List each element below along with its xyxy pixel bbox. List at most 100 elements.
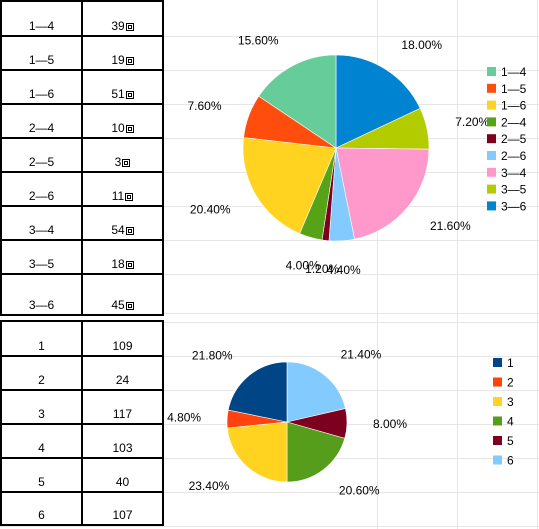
row-value-cell[interactable]: 39 — [81, 0, 164, 37]
legend-swatch — [493, 416, 502, 426]
legend-swatch — [487, 184, 496, 194]
data-label: 7.20% — [455, 115, 489, 129]
row-value: 45 — [111, 298, 125, 312]
pair-count-table: 1—4 39 1—5 19 1—6 51 2—4 10 2—5 3 2—6 11 3—4 54 3—5 18 3… — [0, 0, 164, 316]
legend-label: 1 — [507, 356, 514, 370]
data-label: 18.00% — [401, 38, 442, 52]
legend-label: 3—4 — [501, 166, 527, 180]
legend-swatch — [493, 358, 502, 367]
legend-label: 3 — [507, 395, 514, 409]
row-value-cell[interactable]: 45 — [81, 273, 164, 316]
row-value-cell[interactable]: 117 — [81, 389, 164, 425]
row-value-cell[interactable]: 11 — [81, 171, 164, 207]
pair-pie-chart: 18.00% 7.20% 21.60% 4.40%1.20%4.00% 20.40% 7.… — [187, 33, 527, 276]
row-label-cell[interactable]: 5 — [0, 457, 83, 493]
table-row: 1—6 51 — [0, 69, 164, 105]
row-label-cell[interactable]: 1—6 — [0, 69, 83, 105]
legend-swatch — [487, 201, 496, 211]
row-label-cell[interactable]: 2—4 — [0, 103, 83, 139]
data-label: 21.80% — [192, 348, 233, 362]
row-value-cell[interactable]: 19 — [81, 35, 164, 71]
row-value: 107 — [112, 508, 133, 522]
data-label: 15.60% — [238, 33, 279, 47]
table-row: 2 24 — [0, 355, 164, 391]
row-value-cell[interactable]: 54 — [81, 205, 164, 241]
legend-label: 1—4 — [501, 65, 527, 79]
row-label-cell[interactable]: 1—5 — [0, 35, 83, 71]
grid-line — [537, 0, 538, 529]
row-label: 3—6 — [28, 298, 55, 312]
legend-swatch — [487, 151, 496, 160]
row-value: 11 — [111, 189, 125, 203]
row-value-cell[interactable]: 18 — [81, 239, 164, 275]
data-label: 23.40% — [189, 479, 230, 493]
row-label: 4 — [38, 441, 45, 455]
grid-line — [0, 322, 539, 323]
grid-line — [0, 526, 539, 527]
row-value-cell[interactable]: 51 — [81, 69, 164, 105]
row-label-cell[interactable]: 6 — [0, 491, 83, 526]
row-label: 3 — [38, 407, 45, 421]
row-value-cell[interactable]: 24 — [81, 355, 164, 391]
legend-label: 2—4 — [501, 115, 527, 129]
table-row: 2—6 11 — [0, 171, 164, 207]
legend-label: 1—6 — [501, 99, 527, 113]
row-label: 1—6 — [28, 87, 55, 101]
missing-glyph-icon — [125, 125, 134, 133]
data-label: 4.00% — [286, 258, 320, 272]
pie-slice-1—4 — [258, 54, 337, 149]
row-value-cell[interactable]: 109 — [81, 320, 164, 357]
row-value-cell[interactable]: 40 — [81, 457, 164, 493]
row-label: 2—5 — [28, 155, 55, 169]
missing-glyph-icon — [122, 159, 131, 167]
legend-swatch — [487, 100, 496, 110]
row-value: 24 — [115, 373, 130, 387]
row-value-cell[interactable]: 103 — [81, 423, 164, 459]
pair-count-table-body: 1—4 39 1—5 19 1—6 51 2—4 10 2—5 3 2—6 11 3—4 54 3—5 18 3… — [0, 0, 164, 316]
single-count-table-body: 1 109 2 24 3 117 4 103 5 40 6 107 — [0, 320, 164, 526]
row-value-cell[interactable]: 10 — [81, 103, 164, 139]
table-row: 3 117 — [0, 389, 164, 425]
table-row: 1 109 — [0, 320, 164, 357]
table-row: 2—5 3 — [0, 137, 164, 173]
pie-slice-1 — [227, 361, 288, 423]
row-value: 40 — [115, 475, 130, 489]
row-label: 2—4 — [28, 121, 55, 135]
row-label-cell[interactable]: 3—6 — [0, 273, 83, 316]
missing-glyph-icon — [125, 302, 134, 310]
missing-glyph-icon — [125, 227, 134, 235]
grid-line — [0, 36, 539, 37]
row-label: 1—5 — [28, 53, 55, 67]
row-label-cell[interactable]: 1—4 — [0, 0, 83, 37]
row-label-cell[interactable]: 2—5 — [0, 137, 83, 173]
legend-swatch — [487, 134, 496, 144]
row-label-cell[interactable]: 1 — [0, 320, 83, 357]
table-row: 6 107 — [0, 491, 164, 526]
table-row: 1—5 19 — [0, 35, 164, 71]
row-label: 5 — [38, 475, 45, 489]
row-value-cell[interactable]: 107 — [81, 491, 164, 526]
legend-label: 3—5 — [501, 183, 527, 197]
row-label-cell[interactable]: 3—4 — [0, 205, 83, 241]
row-label-cell[interactable]: 4 — [0, 423, 83, 459]
row-value: 19 — [111, 53, 125, 67]
row-label-cell[interactable]: 3—5 — [0, 239, 83, 275]
row-label-cell[interactable]: 3 — [0, 389, 83, 425]
grid-line — [0, 240, 539, 241]
table-row: 5 40 — [0, 457, 164, 493]
row-label: 3—5 — [28, 257, 55, 271]
missing-glyph-icon — [125, 193, 134, 201]
row-label-cell[interactable]: 2 — [0, 355, 83, 391]
row-label-cell[interactable]: 2—6 — [0, 171, 83, 207]
grid-line — [0, 70, 539, 71]
legend-label: 2—5 — [501, 132, 527, 146]
grid-line — [0, 356, 539, 357]
row-value: 10 — [111, 121, 125, 135]
row-value-cell[interactable]: 3 — [81, 137, 164, 173]
legend-swatch — [487, 167, 496, 177]
pie-slice-6 — [286, 361, 346, 423]
legend-swatch — [493, 397, 502, 406]
row-value: 117 — [112, 407, 133, 421]
pie-slice-4 — [286, 421, 346, 483]
legend-swatch — [493, 377, 502, 387]
